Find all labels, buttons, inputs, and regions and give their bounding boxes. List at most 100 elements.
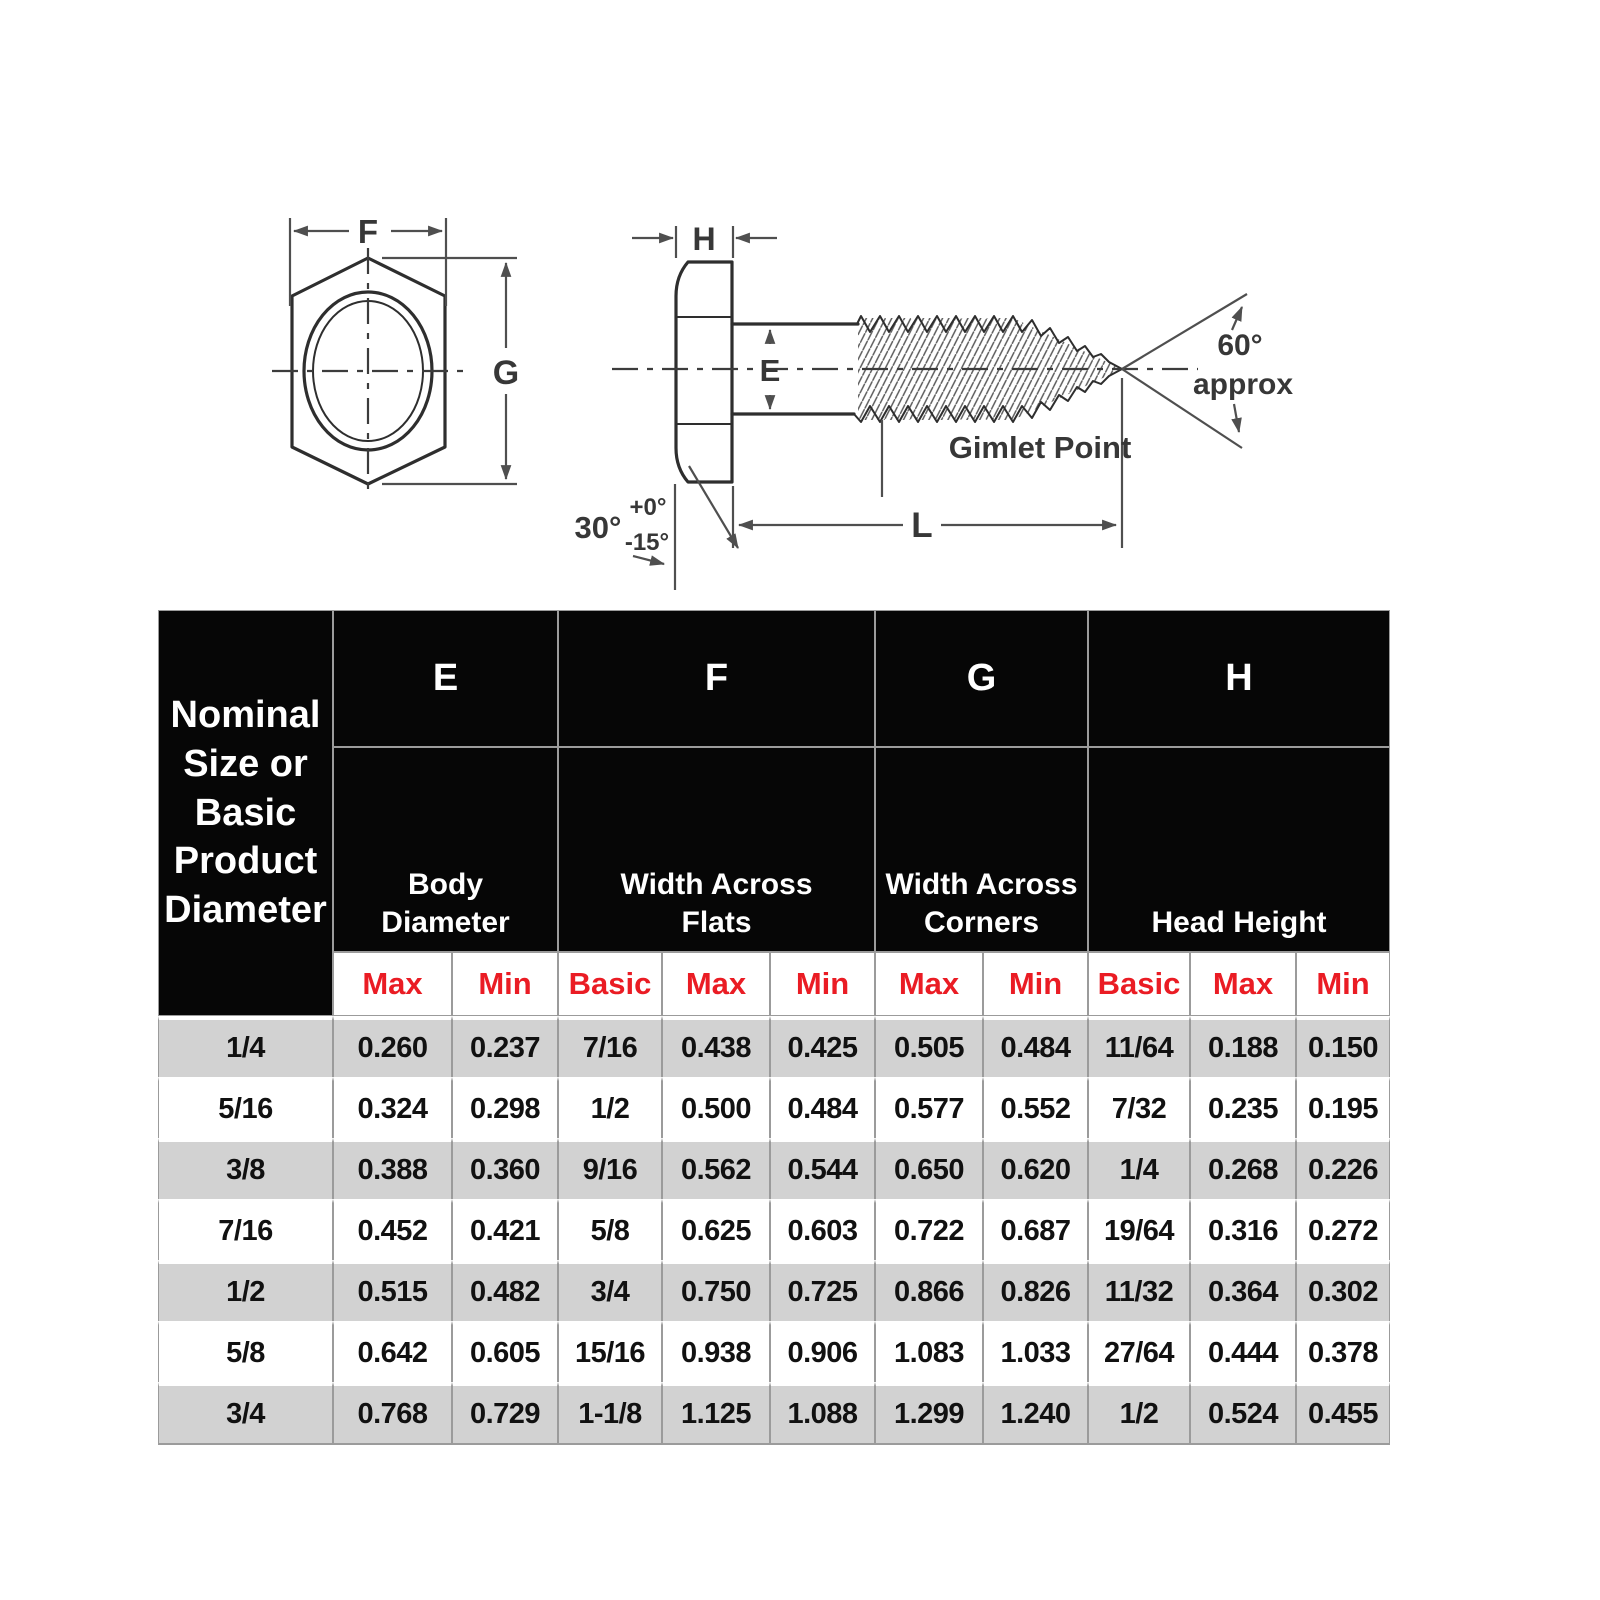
size-cell: 7/16 (158, 1199, 333, 1260)
size-cell: 1/2 (158, 1260, 333, 1321)
value-cell: 0.455 (1296, 1382, 1391, 1445)
value-cell: 1.299 (875, 1382, 984, 1445)
value-cell: 0.484 (983, 1016, 1089, 1077)
value-cell: 0.260 (333, 1016, 452, 1077)
group-name-e-text: Body Diameter (381, 868, 510, 939)
value-cell: 1.083 (875, 1321, 984, 1382)
table-row: 3/4 0.768 0.729 1-1/8 1.125 1.088 1.299 … (158, 1382, 1391, 1445)
value-cell: 0.725 (770, 1260, 876, 1321)
dim-label-f: F (358, 213, 378, 250)
group-name-f: Width Across Flats (558, 747, 876, 952)
front-view-dimensions: F G (288, 213, 519, 486)
value-cell: 0.388 (333, 1138, 452, 1199)
value-cell: 0.235 (1190, 1077, 1297, 1138)
value-cell: 27/64 (1088, 1321, 1191, 1382)
value-cell: 0.826 (983, 1260, 1089, 1321)
lag-screw-side-view (612, 260, 1198, 484)
value-cell: 1.033 (983, 1321, 1089, 1382)
value-cell: 0.364 (1190, 1260, 1297, 1321)
group-name-g: Width Across Corners (875, 747, 1089, 952)
value-cell: 3/4 (558, 1260, 663, 1321)
corner-header: Nominal Size or Basic Product Diameter (158, 610, 333, 1016)
dim-label-e: E (760, 353, 781, 388)
size-cell: 5/8 (158, 1321, 333, 1382)
value-cell: 0.750 (662, 1260, 771, 1321)
value-cell: 0.768 (333, 1382, 452, 1445)
dimensions-table: Nominal Size or Basic Product Diameter E… (158, 610, 1391, 1445)
size-cell: 3/4 (158, 1382, 333, 1445)
value-cell: 0.484 (770, 1077, 876, 1138)
table-row: 5/16 0.324 0.298 1/2 0.500 0.484 0.577 0… (158, 1077, 1391, 1138)
value-cell: 0.237 (452, 1016, 559, 1077)
subheader-cell: Min (770, 952, 876, 1016)
value-cell: 0.378 (1296, 1321, 1391, 1382)
value-cell: 0.438 (662, 1016, 771, 1077)
value-cell: 0.272 (1296, 1199, 1391, 1260)
value-cell: 11/32 (1088, 1260, 1191, 1321)
table-body: 1/4 0.260 0.237 7/16 0.438 0.425 0.505 0… (158, 1016, 1391, 1445)
underhead-angle-plus: +0° (630, 494, 667, 521)
thread-profile-top (856, 315, 1123, 370)
subheader-cell: Max (333, 952, 452, 1016)
value-cell: 0.515 (333, 1260, 452, 1321)
value-cell: 0.562 (662, 1138, 771, 1199)
dim-label-h: H (692, 221, 715, 257)
value-cell: 1/4 (1088, 1138, 1191, 1199)
value-cell: 0.150 (1296, 1016, 1391, 1077)
underhead-angle-label: 30° (575, 510, 622, 545)
group-name-h: Head Height (1088, 747, 1391, 952)
group-letter-h: H (1088, 610, 1391, 747)
value-cell: 0.482 (452, 1260, 559, 1321)
point-angle-note: approx (1193, 368, 1293, 401)
value-cell: 0.722 (875, 1199, 984, 1260)
group-name-h-text: Head Height (1151, 905, 1327, 939)
subheader-cell: Min (1296, 952, 1391, 1016)
header-description-row: Body Diameter Width Across Flats Width A… (158, 747, 1391, 952)
value-cell: 0.625 (662, 1199, 771, 1260)
value-cell: 0.544 (770, 1138, 876, 1199)
group-letter-g: G (875, 610, 1089, 747)
table-row: 3/8 0.388 0.360 9/16 0.562 0.544 0.650 0… (158, 1138, 1391, 1199)
header-subcolumn-row: Max Min Basic Max Min Max Min Basic Max … (158, 952, 1391, 1016)
value-cell: 1.125 (662, 1382, 771, 1445)
value-cell: 0.452 (333, 1199, 452, 1260)
point-angle-label: 60° (1217, 329, 1262, 362)
value-cell: 0.866 (875, 1260, 984, 1321)
value-cell: 0.195 (1296, 1077, 1391, 1138)
table-row: 1/2 0.515 0.482 3/4 0.750 0.725 0.866 0.… (158, 1260, 1391, 1321)
subheader-cell: Max (662, 952, 771, 1016)
group-letter-e: E (333, 610, 559, 747)
value-cell: 7/16 (558, 1016, 663, 1077)
head-profile (674, 260, 734, 484)
value-cell: 0.268 (1190, 1138, 1297, 1199)
subheader-cell: Max (1190, 952, 1297, 1016)
value-cell: 0.500 (662, 1077, 771, 1138)
value-cell: 0.505 (875, 1016, 984, 1077)
value-cell: 0.226 (1296, 1138, 1391, 1199)
underhead-angle-minus: -15° (625, 529, 669, 556)
value-cell: 0.552 (983, 1077, 1089, 1138)
value-cell: 0.642 (333, 1321, 452, 1382)
subheader-cell: Max (875, 952, 984, 1016)
value-cell: 0.298 (452, 1077, 559, 1138)
subheader-cell: Min (983, 952, 1089, 1016)
value-cell: 5/8 (558, 1199, 663, 1260)
value-cell: 1.240 (983, 1382, 1089, 1445)
value-cell: 0.524 (1190, 1382, 1297, 1445)
group-name-f-text: Width Across Flats (620, 868, 813, 939)
value-cell: 0.577 (875, 1077, 984, 1138)
gimlet-point-label: Gimlet Point (949, 430, 1132, 465)
subheader-cell: Basic (558, 952, 663, 1016)
table-row: 5/8 0.642 0.605 15/16 0.938 0.906 1.083 … (158, 1321, 1391, 1382)
value-cell: 0.687 (983, 1199, 1089, 1260)
value-cell: 0.302 (1296, 1260, 1391, 1321)
value-cell: 0.603 (770, 1199, 876, 1260)
value-cell: 1/2 (558, 1077, 663, 1138)
group-name-g-text: Width Across Corners (885, 868, 1078, 939)
value-cell: 11/64 (1088, 1016, 1191, 1077)
size-cell: 3/8 (158, 1138, 333, 1199)
hex-head-front-view (272, 248, 465, 496)
table-row: 1/4 0.260 0.237 7/16 0.438 0.425 0.505 0… (158, 1016, 1391, 1077)
value-cell: 9/16 (558, 1138, 663, 1199)
